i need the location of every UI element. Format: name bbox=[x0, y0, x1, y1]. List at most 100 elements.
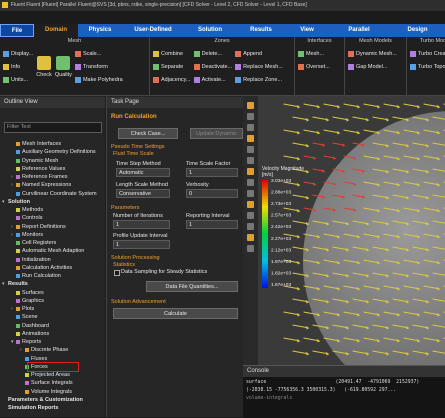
ribbon-button[interactable]: Gap Model... bbox=[348, 63, 397, 71]
tree-item[interactable]: › Plots bbox=[0, 305, 105, 313]
vector-arrow bbox=[292, 246, 307, 250]
tree-item[interactable]: Controls bbox=[0, 214, 105, 222]
tree-item[interactable]: ▾ Reports bbox=[0, 338, 105, 346]
toolbar-icon[interactable] bbox=[247, 157, 254, 164]
toolbar-icon[interactable] bbox=[247, 102, 254, 109]
tree-item[interactable]: › Named Expressions bbox=[0, 181, 105, 189]
tree-item[interactable]: Projected Areas bbox=[0, 371, 105, 379]
tree-item[interactable]: Animations bbox=[0, 330, 105, 338]
ribbon-tab[interactable]: View bbox=[300, 27, 314, 33]
ribbon-button[interactable]: Dynamic Mesh... bbox=[348, 50, 397, 58]
ribbon-tab[interactable]: Physics bbox=[88, 27, 112, 33]
tree-item[interactable]: Automatic Mesh Adaption bbox=[0, 247, 105, 255]
tree-item[interactable]: ▾ Solution bbox=[0, 198, 105, 206]
dropdown[interactable]: Automatic bbox=[116, 168, 170, 177]
toolbar-icon[interactable] bbox=[247, 201, 254, 208]
ribbon-button[interactable]: Replace Zone... bbox=[235, 76, 283, 84]
vector-arrowhead bbox=[405, 273, 410, 278]
ribbon-big-button[interactable]: Check bbox=[36, 50, 52, 78]
ribbon-group: Mesh Models Dynamic Mesh... Gap Model... bbox=[345, 37, 407, 95]
tree-item[interactable]: Scene bbox=[0, 313, 105, 321]
text-input[interactable]: 1 bbox=[113, 240, 170, 249]
ribbon-button[interactable]: Units... bbox=[3, 76, 33, 84]
text-input[interactable]: 0 bbox=[186, 189, 238, 198]
dropdown[interactable]: Conservative bbox=[116, 189, 170, 198]
ribbon-button[interactable]: Delete... bbox=[193, 50, 233, 58]
ribbon-button[interactable]: Adjacency... bbox=[153, 76, 191, 84]
tree-item[interactable]: Curvilinear Coordinate System bbox=[0, 190, 105, 198]
data-file-quantities-button[interactable]: Data File Quantities... bbox=[146, 281, 238, 292]
ribbon-button[interactable]: Turbo Topology... bbox=[410, 63, 445, 71]
ribbon-button[interactable]: Replace Mesh... bbox=[235, 63, 283, 71]
update-dynamic-mesh-button[interactable]: Update Dynamic Mesh... bbox=[190, 128, 243, 139]
toolbar-icon[interactable] bbox=[247, 190, 254, 197]
ribbon-button[interactable]: Deactivate... bbox=[193, 63, 232, 71]
text-input[interactable]: 1 bbox=[186, 168, 238, 177]
vector-arrowhead bbox=[336, 104, 341, 109]
toolbar-icon[interactable] bbox=[247, 168, 254, 175]
ribbon-button[interactable]: Overset... bbox=[298, 63, 330, 71]
calculate-button[interactable]: Calculate bbox=[113, 308, 238, 319]
tree-item[interactable]: Cell Registers bbox=[0, 239, 105, 247]
ribbon-tab[interactable]: Design bbox=[407, 27, 428, 33]
ribbon-button[interactable]: Mesh... bbox=[298, 50, 330, 58]
tree-item[interactable]: Volume Integrals bbox=[0, 388, 105, 396]
tree-item[interactable]: Graphics bbox=[0, 297, 105, 305]
ribbon-tab[interactable]: Domain bbox=[34, 24, 78, 37]
ribbon-button[interactable]: Scale... bbox=[74, 50, 123, 58]
ribbon-button[interactable]: Separate bbox=[153, 63, 191, 71]
ribbon-button[interactable]: Turbo Create bbox=[410, 50, 445, 58]
tree-item[interactable]: Dashboard bbox=[0, 322, 105, 330]
tree-item[interactable]: › Report Definitions bbox=[0, 223, 105, 231]
ribbon-tab[interactable]: User-Defined bbox=[134, 27, 172, 33]
tree-item[interactable]: Calculation Activities bbox=[0, 264, 105, 272]
ribbon-button[interactable]: Info bbox=[3, 63, 33, 71]
ribbon-button-label: Activate... bbox=[201, 77, 226, 83]
ribbon-button[interactable]: Display... bbox=[3, 50, 33, 58]
ribbon-button[interactable]: Append bbox=[235, 50, 283, 58]
ribbon-big-button[interactable]: Quality bbox=[55, 50, 72, 78]
tree-item[interactable]: Mesh Interfaces bbox=[0, 140, 105, 148]
ribbon-button[interactable]: Transform bbox=[74, 63, 123, 71]
filter-input[interactable]: Filter Text bbox=[4, 122, 102, 133]
ribbon-tab[interactable]: Solution bbox=[198, 27, 222, 33]
tree-item[interactable]: Dynamic Mesh bbox=[0, 157, 105, 165]
ribbon-tab[interactable]: Parallel bbox=[348, 27, 370, 33]
tree-item[interactable]: Parameters & Customization bbox=[0, 396, 105, 404]
check-case-button[interactable]: Check Case... bbox=[118, 128, 178, 139]
ribbon-button[interactable]: Activate... bbox=[193, 76, 233, 84]
tree-item[interactable]: Forces bbox=[0, 361, 105, 372]
toolbar-icon[interactable] bbox=[247, 146, 254, 153]
tree-item[interactable]: Methods bbox=[0, 206, 105, 214]
toolbar-icon[interactable] bbox=[247, 135, 254, 142]
text-input[interactable]: 1 bbox=[113, 220, 170, 229]
vector-arrow bbox=[303, 233, 318, 237]
tree-item[interactable]: Reference Values bbox=[0, 165, 105, 173]
ribbon-button[interactable]: Make Polyhedra bbox=[74, 76, 123, 84]
checkbox[interactable] bbox=[114, 270, 120, 276]
toolbar-icon[interactable] bbox=[247, 245, 254, 252]
vector-arrowhead bbox=[385, 195, 390, 200]
toolbar-icon[interactable] bbox=[247, 212, 254, 219]
tree-item[interactable]: Initialization bbox=[0, 256, 105, 264]
tree-item[interactable]: Run Calculation bbox=[0, 272, 105, 280]
tree-item[interactable]: Simulation Reports bbox=[0, 404, 105, 412]
toolbar-icon[interactable] bbox=[247, 124, 254, 131]
tree-item[interactable]: ▾ Results bbox=[0, 280, 105, 288]
tree-item[interactable]: › Discrete Phase bbox=[0, 346, 105, 354]
text-input[interactable]: 1 bbox=[186, 220, 238, 229]
ribbon-button[interactable]: Combine bbox=[153, 50, 191, 58]
tree-item[interactable]: › Monitors bbox=[0, 231, 105, 239]
tree-item[interactable]: › Reference Frames bbox=[0, 173, 105, 181]
ribbon-tab[interactable]: Results bbox=[250, 27, 272, 33]
ribbon-tab[interactable]: File bbox=[0, 24, 34, 37]
toolbar-icon[interactable] bbox=[247, 234, 254, 241]
toolbar-icon[interactable] bbox=[247, 179, 254, 186]
tree-item[interactable]: Surface Integrals bbox=[0, 379, 105, 387]
toolbar-icon[interactable] bbox=[247, 223, 254, 230]
ribbon-group: Interfaces Mesh... Overset... bbox=[295, 37, 345, 95]
tree-item[interactable]: Surfaces bbox=[0, 289, 105, 297]
tree-item[interactable]: Auxiliary Geometry Definitions bbox=[0, 148, 105, 156]
tree-item[interactable]: Fluxes bbox=[0, 355, 105, 363]
toolbar-icon[interactable] bbox=[247, 113, 254, 120]
